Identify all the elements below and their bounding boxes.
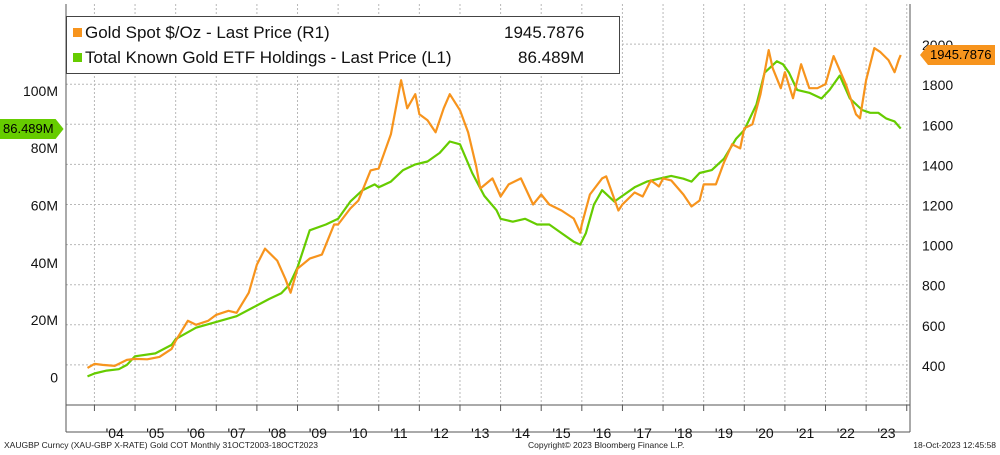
x-tick-label: '12 bbox=[431, 425, 449, 441]
right-tick-label: 600 bbox=[922, 318, 946, 334]
x-tick-label: '17 bbox=[634, 425, 652, 441]
legend-label-gold: Gold Spot $/Oz - Last Price (R1) bbox=[85, 23, 330, 42]
x-tick-label: '09 bbox=[309, 425, 327, 441]
x-tick-label: '04 bbox=[106, 425, 124, 441]
legend-label-etf: Total Known Gold ETF Holdings - Last Pri… bbox=[85, 48, 452, 67]
legend: Gold Spot $/Oz - Last Price (R1) 1945.78… bbox=[66, 16, 620, 74]
etf-last-price-callout: 86.489M bbox=[0, 119, 64, 139]
right-tick-label: 1400 bbox=[922, 157, 953, 173]
x-tick-label: '05 bbox=[146, 425, 164, 441]
x-tick-label: '23 bbox=[877, 425, 895, 441]
right-tick-label: 1000 bbox=[922, 238, 953, 254]
right-tick-label: 1600 bbox=[922, 117, 953, 133]
x-tick-label: '21 bbox=[796, 425, 814, 441]
gold-spot-line bbox=[86, 47, 902, 369]
right-tick-label: 400 bbox=[922, 358, 946, 374]
series-lines bbox=[86, 47, 902, 378]
left-tick-label: 20M bbox=[31, 312, 58, 328]
x-tick-label: '15 bbox=[552, 425, 570, 441]
x-tick-label: '19 bbox=[715, 425, 733, 441]
x-tick-label: '22 bbox=[837, 425, 855, 441]
x-axis: '04 '05 '06 '07 '08 '09 '10 '11 '12 '13 '14 '15 '16 '… bbox=[65, 4, 911, 441]
x-tick-label: '10 bbox=[349, 425, 367, 441]
footer-timestamp: 18-Oct-2023 12:45:58 bbox=[913, 440, 996, 450]
x-tick-label: '20 bbox=[755, 425, 773, 441]
x-tick-label: '07 bbox=[227, 425, 245, 441]
legend-row-gold: Gold Spot $/Oz - Last Price (R1) 1945.78… bbox=[73, 21, 613, 45]
footer-security-info: XAUGBP Curncy (XAU-GBP X-RATE) Gold COT … bbox=[4, 440, 318, 450]
x-tick-label: '18 bbox=[674, 425, 692, 441]
x-tick-label: '16 bbox=[593, 425, 611, 441]
x-tick-label: '06 bbox=[187, 425, 205, 441]
left-tick-label: 100M bbox=[23, 83, 58, 99]
right-tick-label: 800 bbox=[922, 278, 946, 294]
left-axis-ticks: 0 20M 40M 60M 80M 100M bbox=[23, 83, 58, 385]
legend-value-gold: 1945.7876 bbox=[504, 23, 585, 42]
legend-row-etf: Total Known Gold ETF Holdings - Last Pri… bbox=[73, 46, 613, 70]
footer-copyright: Copyright© 2023 Bloomberg Finance L.P. bbox=[528, 440, 685, 450]
legend-swatch-etf bbox=[73, 52, 82, 62]
x-tick-label: '13 bbox=[471, 425, 489, 441]
x-tick-label: '11 bbox=[390, 425, 407, 441]
right-axis-ticks: 400600800100012001400160018002000 bbox=[922, 37, 953, 374]
x-tick-label: '08 bbox=[268, 425, 286, 441]
right-tick-label: 1200 bbox=[922, 198, 953, 214]
gold-last-price-callout: 1945.7876 bbox=[920, 45, 996, 65]
left-tick-label: 80M bbox=[31, 140, 58, 156]
left-tick-label: 0 bbox=[50, 369, 58, 385]
right-tick-label: 1800 bbox=[922, 77, 953, 93]
legend-swatch-gold bbox=[73, 27, 82, 37]
left-tick-label: 60M bbox=[31, 198, 58, 214]
x-tick-label: '14 bbox=[512, 425, 530, 441]
left-tick-label: 40M bbox=[31, 255, 58, 271]
etf-holdings-line bbox=[87, 60, 902, 378]
legend-value-etf: 86.489M bbox=[518, 48, 585, 67]
